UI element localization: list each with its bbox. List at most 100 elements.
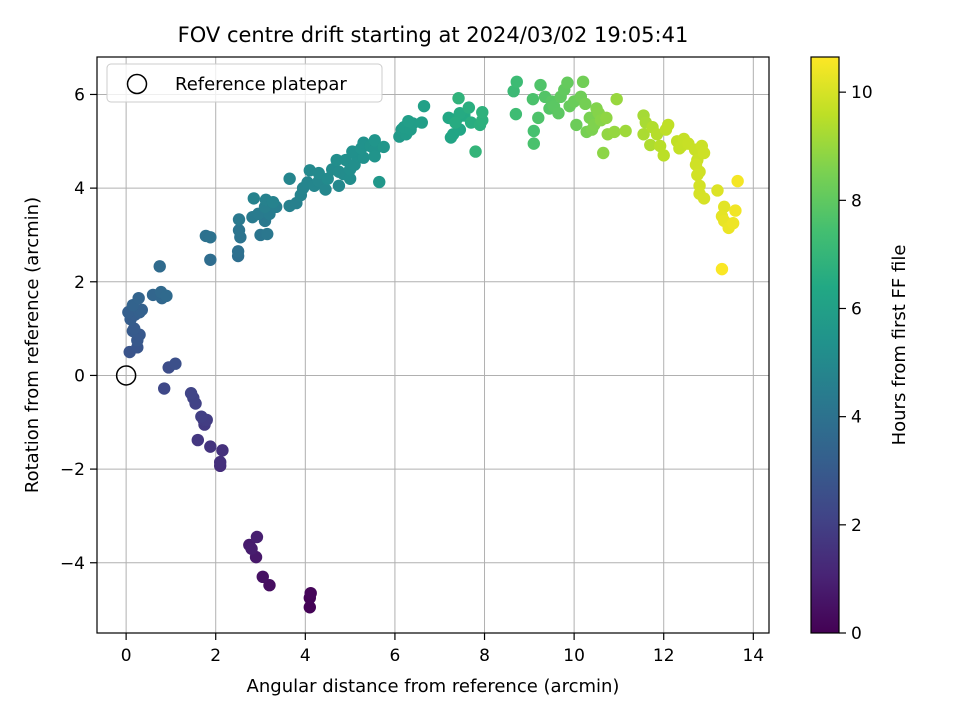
data-point: [263, 579, 276, 592]
data-point: [476, 106, 489, 119]
x-tick-label: 8: [479, 646, 490, 666]
data-point: [247, 192, 260, 205]
data-point: [532, 111, 545, 125]
y-tick-label: 4: [74, 179, 85, 199]
data-point: [415, 116, 428, 129]
data-point: [691, 168, 704, 182]
data-point: [597, 146, 610, 160]
x-tick-label: 4: [300, 646, 311, 666]
y-tick-label: 0: [74, 366, 85, 386]
legend: Reference platepar: [106, 63, 383, 103]
data-point: [357, 151, 370, 164]
data-point: [576, 75, 590, 89]
data-point: [343, 172, 357, 185]
data-point: [261, 227, 274, 241]
data-point: [195, 410, 208, 423]
data-point: [256, 570, 269, 584]
data-point: [204, 440, 217, 453]
data-point: [402, 114, 415, 128]
data-point: [715, 262, 729, 276]
y-axis-label: Rotation from reference (arcmin): [22, 197, 43, 493]
x-axis: 0 2 4 6 8 10 12 14: [121, 633, 764, 666]
colorbar-tick-label: 6: [851, 299, 862, 319]
data-point: [319, 183, 332, 196]
data-point: [726, 217, 740, 230]
data-point: [462, 101, 476, 114]
data-point: [377, 140, 390, 154]
data-point: [534, 78, 547, 92]
colorbar-ticks: 0 2 4 6 8 10: [839, 83, 873, 644]
x-axis-label: Angular distance from reference (arcmin): [247, 676, 620, 697]
data-point: [232, 224, 246, 237]
data-point: [330, 153, 343, 167]
data-point: [348, 158, 361, 171]
data-point: [373, 175, 386, 189]
data-point: [184, 387, 198, 400]
data-point: [570, 118, 583, 132]
data-point: [637, 128, 650, 141]
data-point: [368, 134, 381, 147]
x-tick-label: 0: [121, 646, 132, 666]
colorbar-tick-label: 8: [851, 191, 862, 211]
colorbar: 0 2 4 6 8 10 Hours from first FF file: [810, 56, 910, 644]
data-point: [232, 213, 246, 226]
y-axis: −4 −2 0 2 4 6: [60, 85, 97, 574]
colorbar-label: Hours from first FF file: [889, 245, 910, 446]
colorbar-tick-label: 2: [851, 516, 862, 536]
data-point: [417, 99, 431, 113]
data-point: [216, 444, 229, 457]
x-tick-label: 6: [390, 646, 401, 666]
data-point: [283, 172, 296, 185]
data-point: [266, 195, 280, 209]
data-point: [718, 200, 731, 214]
legend-box: [106, 63, 383, 103]
data-point: [368, 150, 381, 163]
data-point: [507, 84, 520, 98]
data-point: [449, 116, 462, 129]
grid-lines: [97, 57, 769, 633]
data-point: [526, 92, 540, 106]
data-point: [527, 124, 540, 138]
legend-entry-reference-platepar: Reference platepar: [175, 74, 347, 95]
data-point: [245, 542, 258, 555]
data-point: [204, 253, 217, 266]
data-point: [204, 231, 217, 244]
y-tick-label: 2: [74, 273, 85, 293]
data-point: [304, 586, 317, 600]
data-point: [231, 245, 245, 258]
data-points: [122, 75, 744, 614]
data-point: [214, 455, 227, 469]
x-tick-label: 12: [653, 646, 675, 666]
data-point: [153, 260, 166, 273]
chart-title: FOV centre drift starting at 2024/03/02 …: [178, 23, 689, 47]
data-point: [527, 137, 540, 150]
reference-platepar-marker: [115, 365, 137, 386]
y-tick-label: 6: [74, 85, 85, 105]
data-point: [250, 530, 264, 544]
data-point: [453, 106, 467, 120]
data-point: [711, 184, 724, 197]
data-point: [303, 601, 316, 614]
plot-frame: [96, 56, 770, 634]
data-point: [510, 75, 523, 89]
data-point: [657, 149, 670, 162]
data-point: [653, 139, 667, 153]
data-point: [697, 192, 711, 205]
x-tick-label: 2: [210, 646, 221, 666]
data-point: [321, 172, 334, 185]
legend-marker-circle: [126, 73, 148, 95]
data-point: [697, 146, 711, 160]
colorbar-tick-label: 4: [851, 408, 862, 428]
data-point: [662, 118, 675, 132]
data-point: [332, 179, 346, 192]
data-point: [608, 125, 621, 139]
data-point: [579, 97, 592, 111]
y-tick-label: −4: [60, 554, 85, 574]
data-point: [191, 433, 204, 447]
data-point: [132, 291, 145, 305]
data-point: [469, 145, 482, 158]
data-point: [160, 289, 173, 303]
data-point: [731, 174, 744, 188]
colorbar-tick-label: 10: [851, 83, 873, 103]
